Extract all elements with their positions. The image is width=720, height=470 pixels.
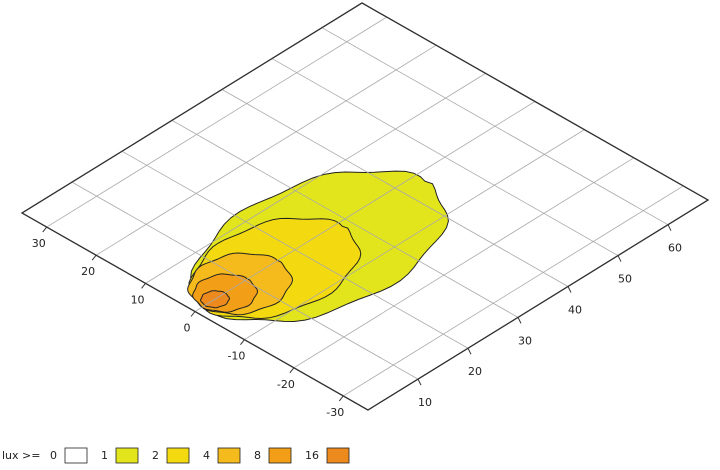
y-tick-label: -30	[326, 406, 344, 419]
grid-line	[145, 73, 486, 284]
x-tick	[617, 255, 622, 262]
y-tick-label: 20	[81, 265, 95, 278]
legend-swatch	[217, 447, 241, 464]
y-tick	[289, 367, 295, 374]
legend-label: 4	[203, 449, 210, 462]
legend-label: 2	[152, 449, 159, 462]
x-tick	[517, 317, 522, 324]
legend-swatch	[64, 447, 88, 464]
x-tick-label: 30	[518, 334, 532, 347]
grid-line	[343, 185, 684, 397]
x-tick	[667, 224, 672, 231]
grid-line	[194, 101, 536, 312]
grid-line	[293, 157, 635, 369]
x-tick-label: 40	[568, 303, 582, 316]
y-tick-label: -10	[227, 350, 245, 363]
x-tick-label: 60	[668, 242, 682, 255]
y-tick	[141, 283, 146, 289]
y-tick-label: 0	[184, 322, 191, 335]
legend-swatch	[268, 447, 292, 464]
y-tick-label: -20	[277, 378, 295, 391]
legend-swatch	[326, 447, 350, 464]
y-tick	[91, 254, 97, 261]
y-tick	[190, 311, 196, 317]
y-tick-label: 30	[32, 237, 46, 250]
grid-line	[46, 16, 387, 228]
x-tick-label: 10	[418, 396, 432, 409]
legend-swatch	[166, 447, 190, 464]
x-tick	[567, 286, 572, 293]
x-tick	[417, 378, 422, 386]
y-tick	[240, 339, 245, 345]
x-tick-label: 20	[468, 365, 482, 378]
legend-label: 0	[50, 449, 57, 462]
legend-label: 1	[101, 449, 108, 462]
legend-swatch	[115, 447, 139, 464]
legend-label: 8	[254, 449, 261, 462]
plot-border	[20, 2, 710, 411]
x-tick-label: 50	[618, 273, 632, 286]
grid-line	[95, 44, 437, 256]
grid-line	[244, 129, 585, 340]
x-tick	[467, 348, 472, 355]
y-tick	[338, 395, 344, 402]
legend-title: lux >=	[2, 449, 40, 462]
y-tick	[42, 226, 48, 233]
legend-label: 16	[305, 449, 319, 462]
y-tick-label: 10	[131, 293, 145, 306]
